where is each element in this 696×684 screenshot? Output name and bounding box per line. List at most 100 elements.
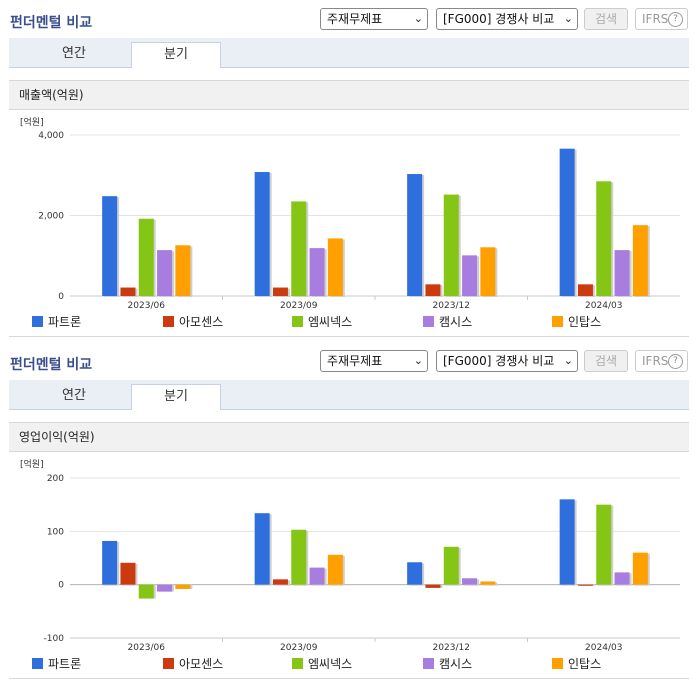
chevron-down-icon: ⌄ [413,12,423,25]
legend-item[interactable]: 아모센스 [163,655,223,672]
bar [577,284,593,296]
legend-item[interactable]: 인탑스 [552,655,601,672]
legend-item[interactable]: 파트론 [32,655,81,672]
bar [632,225,648,296]
chart-legend: 파트론 아모센스 엠씨넥스 캠시스 인탑스 [30,655,680,671]
competitor-select[interactable]: [FG000] 경쟁사 비교 ⌄ [436,8,578,30]
statement-select-value: 주재무제표 [327,354,383,368]
statement-select[interactable]: 주재무제표 ⌄ [320,350,428,372]
bar [425,284,441,296]
ifrs-button[interactable]: IFRS ? [635,8,688,30]
help-icon: ? [668,12,683,27]
legend-swatch [552,316,563,327]
chevron-down-icon: ⌄ [563,12,573,25]
bar [309,248,325,296]
panel-title: 펀더멘털 비교 [10,357,93,373]
bar [425,584,441,588]
bar [120,562,136,585]
legend-item[interactable]: 아모센스 [163,313,223,330]
bar [327,554,343,585]
bar [596,504,612,585]
bar [577,584,593,586]
bar [480,247,496,296]
tab-annual[interactable]: 연간 [62,46,86,61]
bar [254,513,270,585]
bar [254,172,270,296]
x-tick-label: 2024/03 [585,301,622,310]
x-tick-label: 2023/06 [128,301,166,310]
legend-swatch [552,658,563,669]
legend-swatch [292,316,303,327]
bar [462,255,478,296]
tab-annual[interactable]: 연간 [62,388,86,403]
legend-label: 아모센스 [179,657,224,671]
x-tick-label: 2024/03 [585,643,622,652]
y-tick-label: 100 [47,527,64,537]
ifrs-label: IFRS [642,12,669,26]
competitor-select-value: [FG000] 경쟁사 비교 [443,12,555,26]
legend-item[interactable]: 캠시스 [423,655,472,672]
competitor-select[interactable]: [FG000] 경쟁사 비교 ⌄ [436,350,578,372]
search-button[interactable]: 검색 [584,8,628,30]
bar [120,287,136,296]
legend-label: 파트론 [48,315,82,329]
legend-label: 엠씨넥스 [308,657,353,671]
legend-swatch [163,658,174,669]
legend-item[interactable]: 엠씨넥스 [292,313,352,330]
bar [407,174,423,296]
divider [9,336,689,337]
bar [443,546,459,585]
period-tabs: 연간 분기 [9,380,689,410]
bar [407,562,423,585]
statement-select[interactable]: 주재무제표 ⌄ [320,8,428,30]
legend-item[interactable]: 캠시스 [423,313,472,330]
legend-swatch [292,658,303,669]
tab-quarterly[interactable]: 분기 [131,42,221,68]
legend-swatch [423,658,434,669]
y-tick-label: 0 [58,581,64,591]
x-tick-label: 2023/12 [433,643,470,652]
legend-item[interactable]: 엠씨넥스 [292,655,352,672]
operating-profit-bar-chart: [억원] -100 0 100 200 2023/06 2023/09 2023/12 2024… [20,458,680,652]
statement-select-value: 주재무제표 [327,12,383,26]
bar [138,218,154,296]
legend-label: 아모센스 [179,315,224,329]
y-tick-label: 200 [47,474,64,484]
legend-item[interactable]: 파트론 [32,313,81,330]
y-tick-label: -100 [44,634,65,644]
legend-label: 캠시스 [439,315,473,329]
legend-swatch [32,316,43,327]
tab-quarterly[interactable]: 분기 [131,384,221,410]
fundamental-panel-operating-profit: 펀더멘털 비교 주재무제표 ⌄ [FG000] 경쟁사 비교 ⌄ 검색 IFRS… [0,342,696,684]
competitor-select-value: [FG000] 경쟁사 비교 [443,354,555,368]
chevron-down-icon: ⌄ [563,354,573,367]
bar [175,584,191,589]
y-tick-label: 0 [58,292,64,302]
revenue-bar-chart: [억원] 0 2,000 4,000 2023/06 2023/09 2023/12 2024… [20,116,680,310]
bar [291,529,307,585]
chart-legend: 파트론 아모센스 엠씨넥스 캠시스 인탑스 [30,313,680,329]
legend-label: 인탑스 [568,315,602,329]
legend-label: 캠시스 [439,657,473,671]
bar [272,287,288,296]
ifrs-button[interactable]: IFRS ? [635,350,688,372]
bar [632,552,648,585]
bar [102,540,118,585]
bar [614,250,630,296]
legend-label: 파트론 [48,657,82,671]
y-unit-label: [억원] [20,458,44,470]
period-tabs: 연간 분기 [9,38,689,68]
help-icon: ? [668,354,683,369]
chart-section-title: 매출액(억원) [9,80,689,110]
bar [102,196,118,296]
legend-swatch [163,316,174,327]
bar [175,245,191,296]
x-tick-label: 2023/09 [280,301,318,310]
bar [480,581,496,585]
search-button[interactable]: 검색 [584,350,628,372]
legend-item[interactable]: 인탑스 [552,313,601,330]
legend-swatch [423,316,434,327]
bar [559,148,575,296]
x-tick-label: 2023/12 [433,301,470,310]
bar [157,250,173,296]
